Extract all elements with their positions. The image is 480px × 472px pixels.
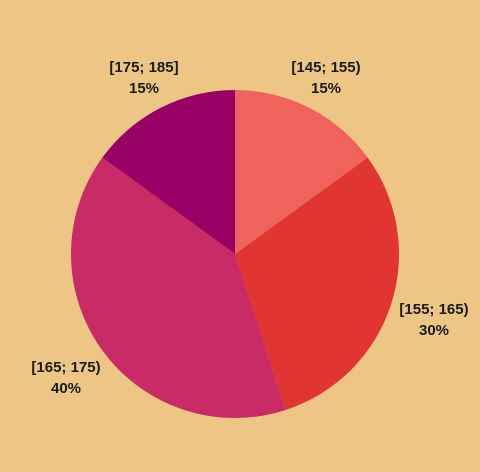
slice-category-label: [155; 165) — [399, 301, 468, 318]
slice-percent-label: 30% — [419, 322, 449, 339]
slice-category-label: [165; 175) — [31, 359, 100, 376]
pie-slice-2 — [235, 157, 400, 410]
pie-slice-4 — [102, 90, 235, 254]
pie-slice-1 — [235, 89, 368, 254]
slice-percent-label: 15% — [311, 80, 341, 97]
slice-percent-label: 40% — [51, 380, 81, 397]
slice-category-label: [145; 155) — [291, 59, 360, 76]
slice-percent-label: 15% — [129, 80, 159, 97]
pie-slice-3 — [70, 157, 286, 418]
slice-category-label: [175; 185] — [109, 59, 178, 76]
